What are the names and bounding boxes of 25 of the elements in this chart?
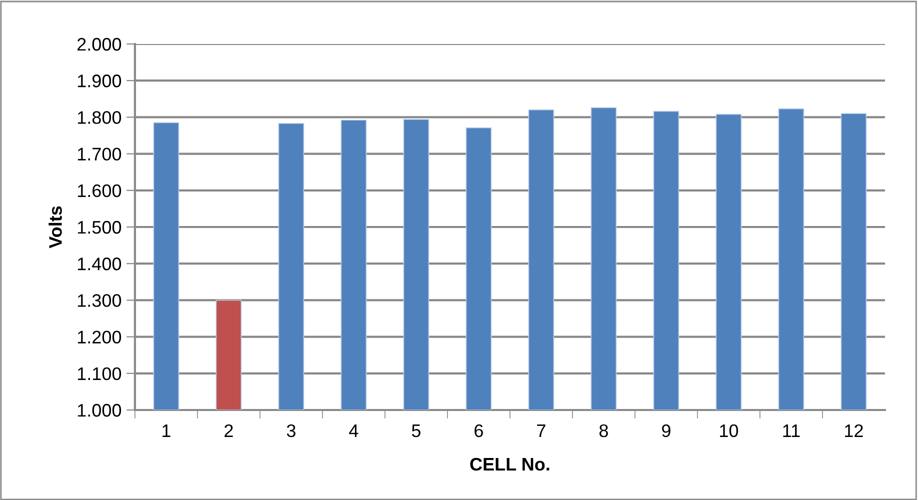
x-axis-title: CELL No. — [470, 458, 550, 471]
y-tick-label: 1.100 — [78, 367, 122, 380]
x-tick-label: 9 — [662, 424, 670, 438]
y-tick-label: 1.400 — [78, 258, 122, 270]
x-tick-label: 1 — [162, 424, 170, 437]
y-tick-label: 1.300 — [78, 294, 122, 307]
x-tick-label: 12 — [845, 424, 863, 437]
x-tick-label: 8 — [599, 424, 608, 438]
y-tick-label: 2.000 — [77, 38, 122, 51]
y-tick-label: 1.200 — [78, 330, 122, 344]
y-tick-label: 1.900 — [78, 74, 122, 88]
x-tick-label: 3 — [286, 424, 296, 438]
y-axis-title: Volts — [48, 206, 62, 248]
y-tick-label: 1.800 — [78, 111, 122, 124]
y-tick-label: 1.700 — [78, 148, 122, 161]
x-tick-label: 7 — [537, 424, 546, 437]
x-tick-label: 5 — [412, 424, 420, 438]
x-tick-label: 11 — [783, 424, 800, 437]
x-tick-label: 6 — [474, 424, 483, 438]
x-tick-label: 4 — [349, 424, 358, 437]
x-tick-label: 10 — [720, 424, 738, 438]
y-tick-label: 1.000 — [78, 404, 122, 417]
x-tick-label: 2 — [224, 424, 233, 437]
y-tick-label: 1.600 — [78, 184, 122, 198]
y-tick-label: 1.500 — [78, 220, 122, 234]
